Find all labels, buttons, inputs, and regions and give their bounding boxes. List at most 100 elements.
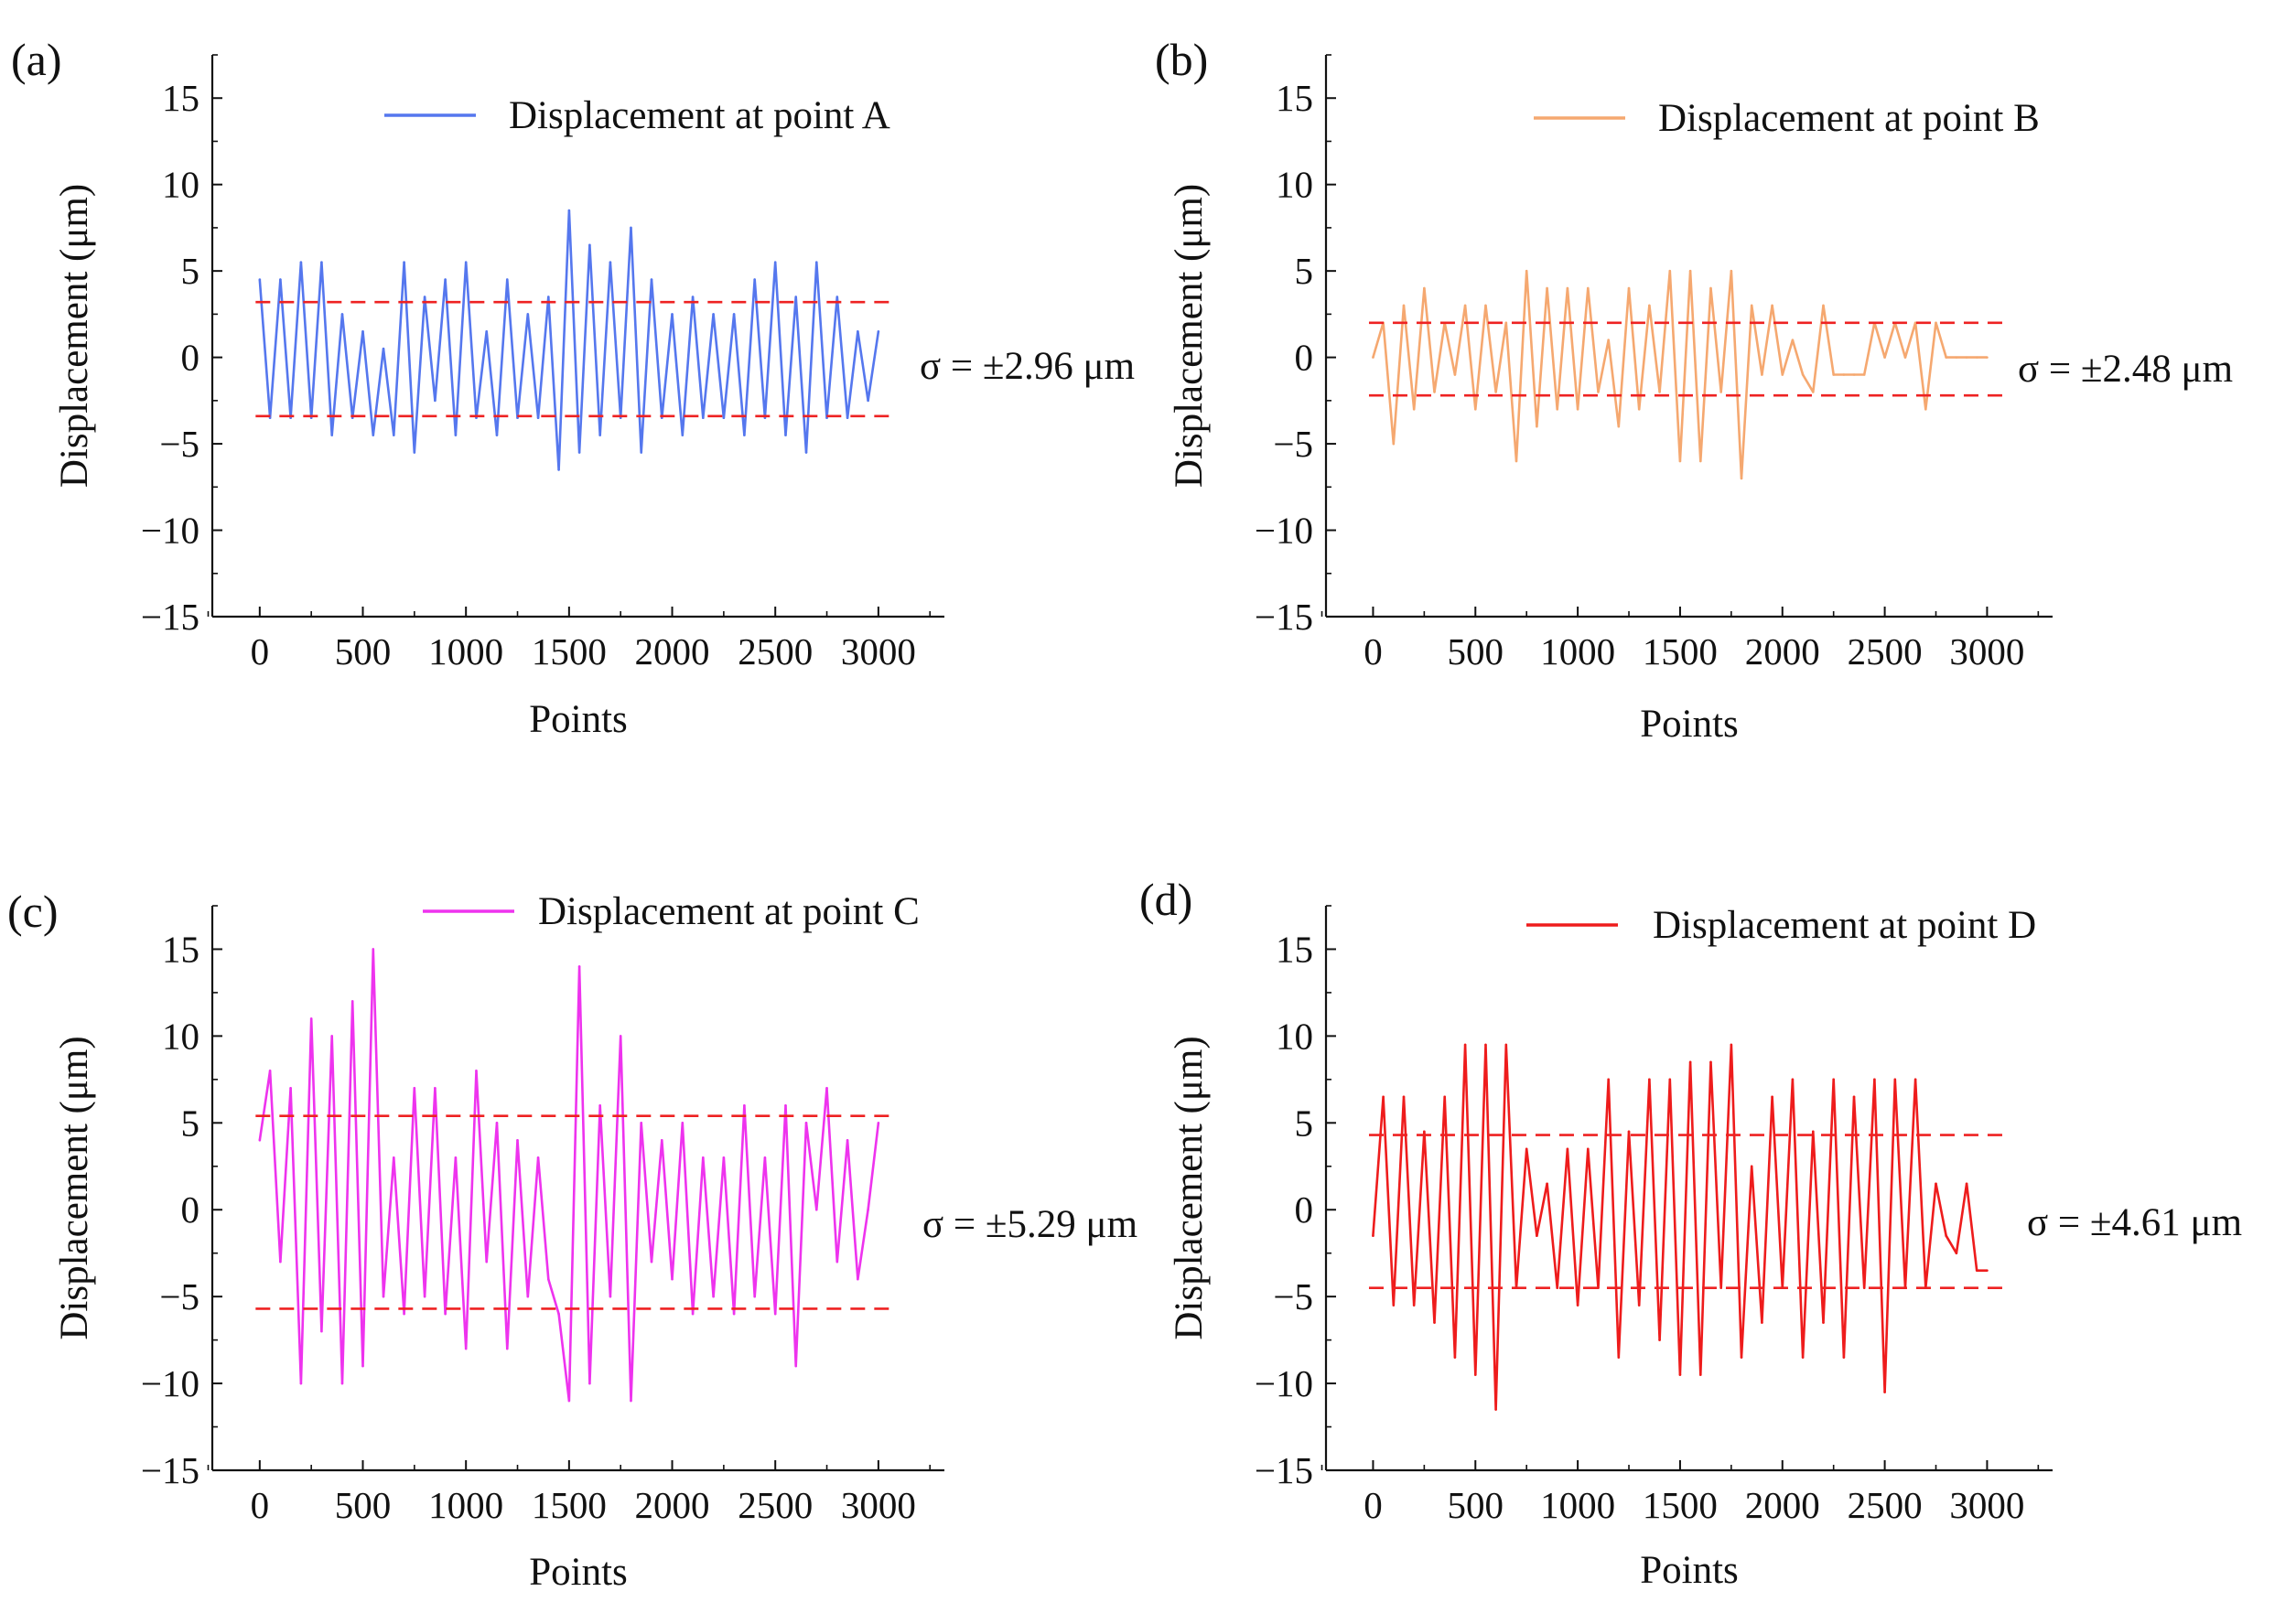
x-tick-label: 3000 — [841, 1484, 916, 1526]
data-point — [835, 1260, 839, 1264]
data-point — [350, 1000, 354, 1003]
x-tick-label: 1500 — [1643, 630, 1718, 672]
y-tick-label: 0 — [1295, 1188, 1314, 1231]
data-point — [1822, 1321, 1825, 1324]
y-tick-label: 10 — [1276, 1015, 1313, 1057]
data-point — [825, 1087, 828, 1090]
data-point — [577, 965, 581, 968]
x-tick-label: 2500 — [1848, 1484, 1923, 1526]
data-point — [588, 1382, 591, 1385]
data-point — [1412, 1304, 1416, 1307]
data-point — [1719, 1286, 1722, 1289]
data-point — [1709, 1060, 1712, 1064]
data-point — [1392, 442, 1396, 446]
data-point — [1781, 373, 1784, 376]
data-point — [258, 278, 262, 281]
data-point — [743, 1104, 746, 1107]
data-point — [1453, 1356, 1457, 1359]
data-point — [567, 209, 571, 212]
data-point — [681, 1122, 684, 1124]
data-point — [1627, 1130, 1631, 1134]
data-point — [804, 451, 808, 454]
data-point — [1648, 1078, 1651, 1081]
data-point — [1986, 1269, 1989, 1272]
series-line — [1372, 1043, 1988, 1411]
data-point — [1771, 1095, 1773, 1099]
y-tick-label: 15 — [162, 77, 199, 119]
data-point — [1873, 1078, 1876, 1081]
data-point — [1750, 1165, 1753, 1168]
data-point — [588, 243, 591, 247]
data-point — [279, 1260, 282, 1264]
data-point — [505, 278, 509, 281]
data-point — [773, 261, 777, 264]
y-tick-label: 0 — [181, 337, 200, 379]
data-point — [1699, 459, 1702, 463]
data-point — [382, 347, 385, 350]
data-point — [1627, 286, 1631, 290]
data-point — [722, 416, 726, 420]
data-point — [1463, 1043, 1467, 1047]
data-point — [1586, 286, 1590, 290]
data-point — [1617, 1356, 1621, 1359]
data-point — [1945, 356, 1947, 359]
y-tick-label: 10 — [162, 164, 199, 206]
data-point — [434, 1087, 437, 1090]
data-point — [299, 261, 303, 264]
data-point — [1536, 425, 1538, 428]
data-point — [1935, 1182, 1937, 1186]
data-point — [877, 329, 880, 333]
data-point — [1433, 391, 1436, 393]
x-tick-label: 1500 — [532, 1484, 607, 1526]
data-point — [1913, 321, 1917, 325]
x-tick-label: 0 — [1364, 1484, 1383, 1526]
x-tick-label: 3000 — [841, 630, 916, 672]
y-tick-label: −10 — [141, 510, 199, 552]
data-point — [330, 434, 334, 436]
y-tick-label: −10 — [1255, 510, 1313, 552]
y-tick-label: −15 — [141, 1449, 199, 1491]
y-tick-label: 10 — [1276, 164, 1313, 206]
data-point — [1576, 407, 1579, 411]
data-point — [526, 1295, 530, 1298]
data-point — [660, 1138, 663, 1142]
data-point — [630, 1399, 632, 1403]
data-point — [516, 1138, 519, 1142]
data-point — [784, 1104, 787, 1107]
data-point — [1586, 1147, 1590, 1151]
data-point — [289, 1087, 292, 1090]
x-tick-label: 500 — [335, 1484, 392, 1526]
data-point — [1924, 407, 1927, 411]
x-tick-label: 1000 — [1540, 1484, 1615, 1526]
data-point — [475, 1070, 478, 1072]
sigma-label: σ = ±2.96 μm — [920, 345, 1135, 388]
data-point — [743, 434, 746, 436]
data-point — [423, 1295, 426, 1298]
data-point — [1484, 304, 1487, 307]
data-point — [609, 261, 612, 264]
data-point — [1668, 269, 1672, 273]
panel-label: (a) — [11, 34, 62, 85]
data-point — [1443, 1095, 1447, 1099]
y-tick-label: 5 — [1295, 250, 1314, 292]
data-point — [1832, 1078, 1835, 1081]
data-point — [309, 1017, 313, 1020]
panel-label: (c) — [7, 886, 59, 937]
chart-panel-b: −15 −10 −5 0 5 10 15 0 500 1000 1500 2000 2500 3000 Po… — [1155, 34, 2233, 746]
chart-panel-a: −15 −10 −5 0 5 10 15 0 500 1000 1500 2000 2500 3000 Po… — [11, 34, 1135, 741]
data-point — [681, 434, 684, 436]
data-point — [835, 296, 839, 298]
x-tick-label: 0 — [1364, 630, 1383, 672]
data-point — [1566, 1147, 1569, 1151]
sigma-label: σ = ±4.61 μm — [2027, 1201, 2242, 1244]
data-point — [1740, 477, 1743, 480]
data-point — [722, 1156, 726, 1159]
data-point — [1546, 286, 1548, 290]
data-point — [1494, 1408, 1497, 1411]
data-point — [1678, 1373, 1682, 1376]
data-point — [1423, 286, 1426, 290]
data-point — [382, 1295, 385, 1298]
data-point — [702, 416, 705, 420]
data-point — [650, 278, 653, 281]
x-tick-label: 0 — [251, 1484, 270, 1526]
